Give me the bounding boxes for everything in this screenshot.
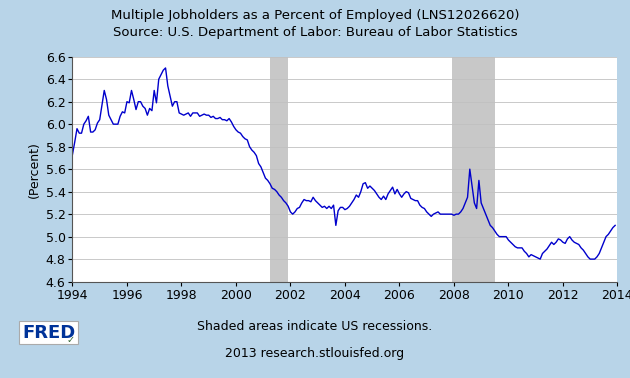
- Text: FRED: FRED: [22, 324, 76, 342]
- Text: Shaded areas indicate US recessions.: Shaded areas indicate US recessions.: [197, 321, 433, 333]
- Text: 2013 research.stlouisfed.org: 2013 research.stlouisfed.org: [226, 347, 404, 360]
- Bar: [270, 57, 288, 282]
- Text: Source: U.S. Department of Labor: Bureau of Labor Statistics: Source: U.S. Department of Labor: Bureau…: [113, 26, 517, 39]
- Text: ✓: ✓: [66, 335, 74, 345]
- Text: Multiple Jobholders as a Percent of Employed (LNS12026620): Multiple Jobholders as a Percent of Empl…: [111, 9, 519, 22]
- Y-axis label: (Percent): (Percent): [28, 141, 42, 198]
- Bar: [452, 57, 495, 282]
